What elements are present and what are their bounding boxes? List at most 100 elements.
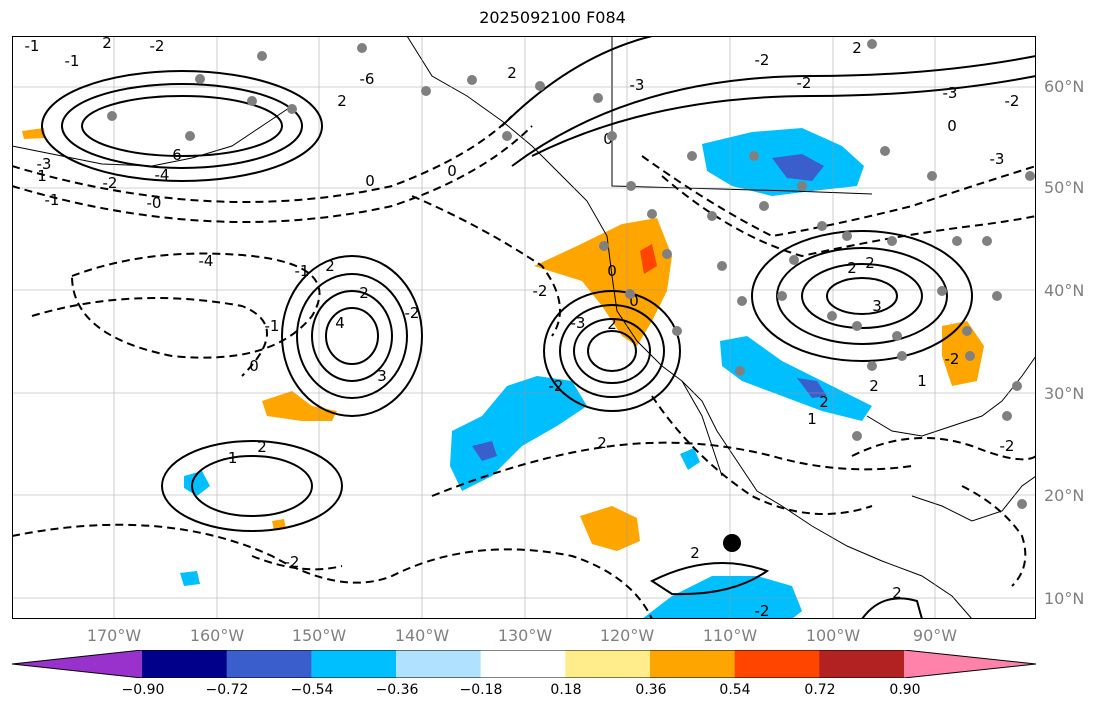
blue-region-pacific — [450, 376, 587, 491]
contour-label: -1 — [65, 52, 80, 70]
contour-label: -3 — [943, 84, 958, 102]
colorbar-tick: 0.54 — [719, 682, 751, 698]
colorbar-extend-right — [904, 650, 1036, 678]
contour-label: -2 — [797, 74, 812, 92]
lat-label: 50°N — [1044, 178, 1085, 197]
blue-region-small-1 — [680, 448, 700, 470]
colorbar-tick: −0.72 — [205, 682, 249, 698]
contour-label: 6 — [172, 146, 182, 164]
contour-label: 2 — [102, 36, 112, 52]
contour-label: -1 — [295, 262, 310, 280]
orange-region-east — [942, 321, 984, 386]
darkblue-region-north — [772, 154, 824, 181]
contour-label: 2 — [690, 544, 700, 562]
contour-label: -2 — [405, 304, 420, 322]
lon-label: 110°W — [702, 626, 758, 645]
colorbar-tick: −0.90 — [121, 682, 165, 698]
contour-label: -0 — [147, 194, 162, 212]
colorbar-tick: −0.36 — [375, 682, 419, 698]
contour-label: -6 — [360, 70, 375, 88]
lon-label: 170°W — [86, 626, 142, 645]
contour-label: -2 — [285, 553, 300, 571]
lon-label: 90°W — [912, 626, 958, 645]
station-dots — [107, 39, 1035, 509]
contour-label: 0 — [629, 292, 639, 310]
red-region-westcoast — [640, 244, 657, 274]
coastlines — [12, 36, 1036, 619]
lat-label: 60°N — [1044, 77, 1085, 96]
lat-label: 10°N — [1044, 589, 1085, 608]
shaded-regions — [22, 128, 984, 619]
contour-label: 2 — [847, 259, 857, 277]
lon-label: 140°W — [394, 626, 450, 645]
colorbar-tick: 0.72 — [804, 682, 836, 698]
positive-contours — [41, 36, 1036, 619]
contour-label: 0 — [947, 117, 957, 135]
colorbar-tick: 0.18 — [550, 682, 582, 698]
colorbar-tick: 0.90 — [889, 682, 921, 698]
lon-label: 150°W — [291, 626, 347, 645]
blue-region-small-2 — [180, 571, 200, 586]
contour-label: 2 — [819, 393, 829, 411]
colorbar-segment — [396, 650, 482, 678]
darkblue-region-pacific — [472, 441, 497, 461]
colorbar-segment — [819, 650, 905, 678]
orange-region-westcoast — [534, 218, 672, 346]
contour-label: 2 — [607, 315, 617, 333]
colorbar-extend-left — [12, 650, 142, 678]
lat-label: 30°N — [1044, 384, 1085, 403]
colorbar-segment — [650, 650, 736, 678]
contour-label: 0 — [365, 172, 375, 190]
contour-label: 2 — [597, 434, 607, 452]
contour-label: 1 — [807, 410, 817, 428]
colorbar-segment — [226, 650, 312, 678]
lat-label: 40°N — [1044, 281, 1085, 300]
gridlines — [12, 36, 1036, 619]
contour-label: 2 — [865, 254, 875, 272]
contour-label: -1 — [45, 191, 60, 209]
negative-contours — [12, 115, 1036, 619]
contour-label: -1 — [25, 37, 40, 55]
lon-label: 130°W — [497, 626, 553, 645]
contour-label: -2 — [150, 37, 165, 55]
map-title: 2025092100 F084 — [479, 8, 626, 27]
contour-labels: -1 2 -2 -1 6 -4 -3 -2 -6 2 2 -3 -2 -2 -4… — [25, 36, 1020, 619]
contour-label: -2 — [1000, 437, 1015, 455]
orange-region-small-1 — [22, 128, 45, 139]
contour-label: -2 — [755, 602, 770, 619]
colorbar-segment — [565, 650, 651, 678]
contour-label: 2 — [852, 39, 862, 57]
contour-label: -2 — [1005, 92, 1020, 110]
contour-label: 2 — [359, 284, 369, 302]
colorbar-tick: −0.18 — [459, 682, 503, 698]
contour-label: -3 — [630, 76, 645, 94]
contour-label: 1 — [917, 372, 927, 390]
contour-label: -3 — [571, 314, 586, 332]
colorbar — [12, 650, 1036, 678]
contour-label: -1 — [223, 449, 238, 467]
lat-label: 20°N — [1044, 486, 1085, 505]
contour-label: 2 — [337, 92, 347, 110]
contour-label: 2 — [325, 257, 335, 275]
contour-label: 4 — [335, 314, 345, 332]
lon-label: 160°W — [189, 626, 245, 645]
contour-label: -2 — [755, 51, 770, 69]
orange-region-south — [580, 506, 640, 551]
blue-region-hawaii — [184, 471, 210, 496]
contour-label: 3 — [377, 367, 387, 385]
contour-label: -2 — [549, 377, 564, 395]
lon-label: 100°W — [805, 626, 861, 645]
colorbar-tick: 0.36 — [635, 682, 667, 698]
contour-label: 2 — [892, 584, 902, 602]
orange-region-pacific — [262, 391, 337, 421]
contour-label: -3 — [990, 150, 1005, 168]
lon-label: 120°W — [599, 626, 655, 645]
contour-label: 3 — [872, 297, 882, 315]
contour-label: 0 — [447, 162, 457, 180]
colorbar-segment — [480, 650, 566, 678]
colorbar-segment — [734, 650, 820, 678]
colorbar-segment — [142, 650, 228, 678]
contour-label: 2 — [869, 377, 879, 395]
weather-map: -1 2 -2 -1 6 -4 -3 -2 -6 2 2 -3 -2 -2 -4… — [12, 36, 1036, 619]
blue-region-bottom — [642, 576, 802, 619]
